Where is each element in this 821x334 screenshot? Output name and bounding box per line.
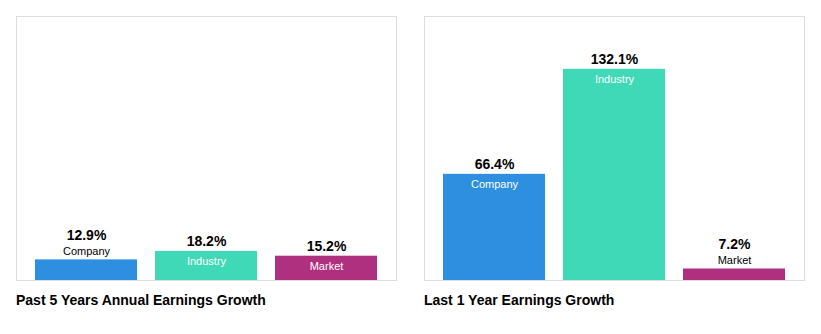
html-text:Last 1 Year Earnings Growth: Last 1 Year Earnings Growth	[424, 292, 615, 308]
svg-text:15.2%: 15.2%	[307, 238, 347, 254]
svg-text:132.1%: 132.1%	[591, 51, 639, 67]
svg-text:Market: Market	[310, 260, 344, 272]
svg-text:12.9%: 12.9%	[67, 227, 107, 243]
svg-text:66.4%: 66.4%	[475, 156, 515, 172]
svg-text:Industry: Industry	[187, 255, 227, 267]
svg-text:Company: Company	[63, 245, 111, 257]
html-text:Past 5 Years Annual Earnings G: Past 5 Years Annual Earnings Growth	[16, 292, 266, 308]
svg-text:Industry: Industry	[595, 73, 635, 85]
svg-text:7.2%: 7.2%	[719, 236, 751, 252]
svg-text:18.2%: 18.2%	[187, 233, 227, 249]
svg-text:Company: Company	[471, 178, 519, 190]
svg-text:Market: Market	[718, 254, 752, 266]
